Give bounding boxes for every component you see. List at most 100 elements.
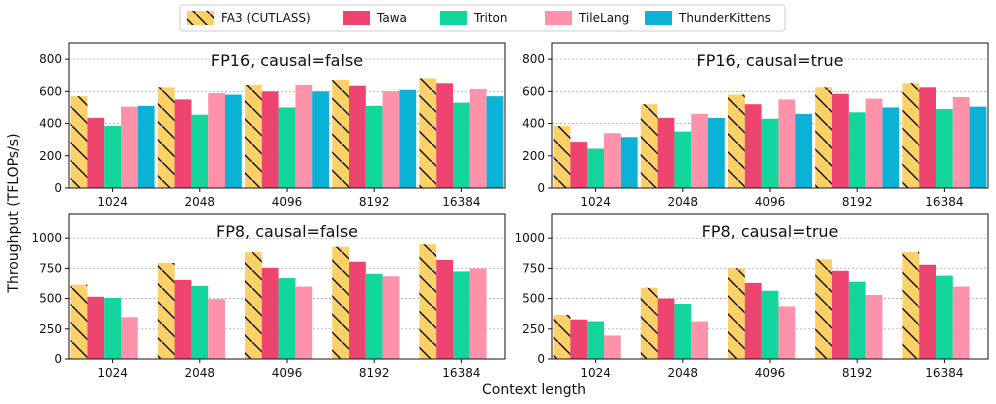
bar-fa3-cutlass-1024	[553, 125, 571, 188]
y-tick-label: 1000	[514, 231, 545, 245]
bar-fa3-cutlass-16384	[419, 244, 437, 359]
panel-frame	[551, 42, 989, 189]
bar-tawa-2048	[657, 117, 675, 188]
x-tick-label: 1024	[580, 366, 611, 380]
bar-fa3-cutlass-16384	[419, 78, 437, 188]
bar-triton-16384	[936, 275, 953, 359]
panel-title: FP16, causal=false	[211, 51, 363, 70]
bar-tilelang-2048	[691, 113, 708, 188]
y-tick-label: 250	[522, 322, 545, 336]
panel-title: FP8, causal=false	[216, 222, 358, 241]
bar-tilelang-1024	[604, 133, 621, 188]
bar-tilelang-1024	[121, 106, 138, 188]
x-tick-label: 2048	[668, 366, 699, 380]
y-tick-label: 750	[522, 261, 545, 275]
panel-title: FP16, causal=true	[697, 51, 844, 70]
bar-tilelang-4096	[295, 286, 313, 359]
bar-thunderkittens-16384	[969, 106, 987, 188]
bar-tawa-1024	[87, 117, 105, 188]
x-tick-label: 8192	[842, 195, 873, 209]
legend-swatch	[545, 11, 572, 25]
bar-thunderkittens-8192	[882, 107, 900, 188]
panel-1: 0 200 400 600 800 1024 2048 4096 8192 16384 FP16, …	[39, 42, 506, 209]
bar-tilelang-1024	[604, 335, 621, 359]
panel-frame	[68, 42, 506, 189]
bar-thunderkittens-4096	[312, 91, 329, 188]
x-tick-label: 1024	[97, 195, 128, 209]
y-tick-label: 1000	[31, 231, 62, 245]
x-tick-label: 4096	[755, 195, 786, 209]
bar-fa3-cutlass-4096	[245, 84, 262, 188]
bar-fa3-cutlass-2048	[157, 87, 175, 188]
panel-2: 0 200 400 600 800 1024 2048 4096 8192 16384 FP16, …	[522, 42, 989, 209]
bar-fa3-cutlass-16384	[902, 83, 920, 188]
bar-tawa-2048	[174, 279, 192, 359]
bar-tawa-8192	[349, 85, 366, 188]
legend-swatch	[645, 11, 672, 25]
bar-tawa-1024	[570, 319, 588, 359]
bar-fa3-cutlass-2048	[640, 287, 658, 359]
bar-triton-2048	[191, 114, 209, 188]
bar-fa3-cutlass-4096	[245, 252, 262, 359]
bar-fa3-cutlass-8192	[815, 259, 832, 359]
y-tick-label: 200	[39, 149, 62, 163]
legend-item-tilelang: TileLang	[545, 11, 629, 25]
x-tick-label: 4096	[272, 195, 303, 209]
y-tick-label: 800	[522, 52, 545, 66]
bar-tilelang-8192	[382, 91, 400, 188]
bar-thunderkittens-4096	[795, 113, 812, 188]
panel-3: 0 250 500 750 1000 1024 2048 4096 8192 16384 FP8, …	[31, 213, 506, 380]
x-tick-label: 8192	[359, 195, 390, 209]
bar-fa3-cutlass-8192	[332, 246, 349, 359]
y-tick-label: 600	[522, 84, 545, 98]
bar-tilelang-8192	[865, 98, 883, 188]
x-tick-label: 2048	[185, 195, 216, 209]
bar-tawa-16384	[919, 264, 936, 359]
bar-fa3-cutlass-4096	[728, 268, 745, 359]
bar-tilelang-2048	[691, 321, 708, 359]
x-tick-label: 2048	[668, 195, 699, 209]
bar-tawa-8192	[832, 270, 849, 359]
x-tick-label: 16384	[442, 195, 480, 209]
bar-tilelang-16384	[952, 286, 970, 359]
bar-fa3-cutlass-8192	[332, 80, 349, 188]
panel-title: FP8, causal=true	[702, 222, 839, 241]
bar-triton-16384	[936, 109, 953, 188]
bar-thunderkittens-16384	[486, 96, 504, 188]
legend-swatch	[343, 11, 370, 25]
bar-triton-16384	[453, 102, 470, 188]
bar-tawa-1024	[87, 296, 105, 359]
bar-tawa-8192	[349, 261, 366, 359]
x-tick-label: 1024	[580, 195, 611, 209]
x-tick-label: 2048	[185, 366, 216, 380]
x-tick-label: 1024	[97, 366, 128, 380]
legend-item-fa3-cutlass: FA3 (CUTLASS)	[187, 11, 311, 25]
y-tick-label: 0	[54, 352, 62, 366]
bar-fa3-cutlass-1024	[553, 314, 571, 359]
bar-thunderkittens-2048	[225, 94, 242, 188]
bar-tawa-4096	[744, 104, 762, 188]
panel-frame	[68, 213, 506, 360]
legend-label: FA3 (CUTLASS)	[221, 11, 311, 25]
legend-item-triton: Triton	[440, 11, 508, 25]
bar-tawa-2048	[657, 298, 675, 359]
x-tick-label: 16384	[925, 195, 963, 209]
bar-fa3-cutlass-1024	[70, 284, 88, 359]
y-tick-label: 800	[39, 52, 62, 66]
x-axis-label: Context length	[482, 382, 586, 398]
bar-tawa-4096	[261, 267, 279, 359]
bar-thunderkittens-8192	[399, 89, 417, 188]
bar-triton-1024	[587, 148, 604, 188]
y-tick-label: 400	[39, 117, 62, 131]
legend-swatch	[187, 11, 214, 25]
bar-tilelang-2048	[208, 92, 225, 188]
bar-triton-16384	[453, 271, 470, 359]
bar-tilelang-8192	[865, 294, 883, 359]
bar-tilelang-4096	[778, 306, 796, 359]
bar-thunderkittens-2048	[708, 117, 725, 188]
bar-tilelang-1024	[121, 317, 138, 359]
bar-fa3-cutlass-4096	[728, 94, 745, 188]
bar-fa3-cutlass-8192	[815, 87, 832, 188]
bar-tawa-4096	[744, 282, 762, 359]
y-tick-label: 500	[522, 292, 545, 306]
